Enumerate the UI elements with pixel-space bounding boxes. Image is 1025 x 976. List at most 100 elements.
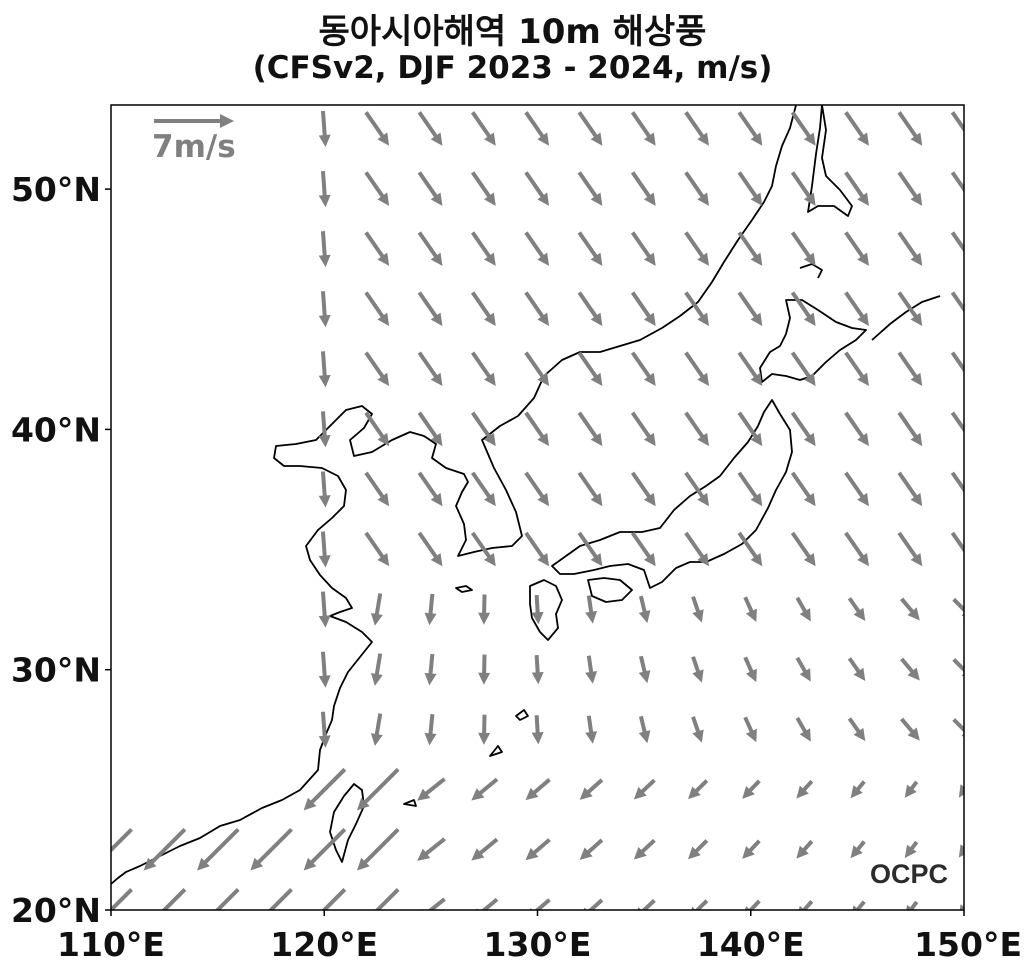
wind-arrow: [847, 657, 866, 682]
wind-arrow: [524, 111, 550, 146]
wind-arrow: [630, 111, 656, 146]
wind-arrow: [318, 291, 331, 328]
wind-arrow: [630, 351, 656, 387]
wind-arrow: [630, 471, 656, 507]
wind-arrow: [790, 291, 816, 326]
wind-arrow: [364, 531, 390, 567]
wind-arrow: [470, 231, 496, 266]
x-tick-label: 150°E: [914, 925, 1022, 964]
wind-arrow: [470, 531, 496, 567]
wind-arrow: [524, 471, 550, 507]
wind-arrow: [370, 593, 383, 626]
wind-arrow: [470, 291, 496, 326]
wind-arrow: [630, 411, 656, 447]
wind-arrow: [417, 777, 446, 801]
wind-arrow: [847, 717, 866, 742]
wind-arrow: [684, 411, 710, 447]
wind-arrow: [742, 839, 761, 859]
chart-title: 동아시아해역 10m 해상풍: [318, 12, 707, 52]
hokkaido-coast: [759, 299, 867, 383]
wind-arrow: [737, 111, 763, 146]
sakhalin-coast: [807, 105, 853, 217]
x-tick-label: 140°E: [697, 925, 805, 964]
wind-arrow: [638, 655, 651, 684]
wind-arrow: [897, 171, 923, 206]
wind-arrow: [737, 231, 763, 266]
wind-arrow: [743, 596, 757, 623]
wind-arrow: [318, 711, 331, 748]
wind-arrow: [470, 411, 496, 447]
wind-arrow: [318, 231, 331, 268]
wind-arrow: [790, 411, 816, 447]
wind-arrow: [691, 899, 709, 910]
wind-arrow: [904, 780, 919, 798]
jeju-coast: [455, 585, 473, 593]
wind-arrow: [364, 291, 390, 326]
wind-arrow: [524, 351, 550, 387]
wind-arrow: [577, 411, 603, 447]
wind-arrow: [478, 714, 491, 745]
wind-arrow: [531, 594, 544, 625]
wind-arrow: [630, 231, 656, 266]
wind-arrow: [577, 531, 603, 567]
wind-arrow: [796, 779, 814, 799]
wind-arrow: [844, 471, 869, 507]
wind-arrow: [795, 716, 811, 742]
reference-arrowhead: [220, 114, 234, 128]
wind-arrow: [737, 291, 763, 326]
wind-arrow: [900, 597, 920, 621]
wind-arrow: [318, 651, 331, 688]
y-tick-label: 50°N: [11, 170, 101, 209]
wind-arrow: [374, 888, 400, 910]
wind-arrow: [417, 411, 443, 447]
wind-arrow: [790, 111, 816, 146]
wind-arrow: [525, 838, 551, 861]
wind-arrow: [633, 778, 656, 800]
wind-arrow: [897, 291, 923, 326]
ryukyu-island-2: [489, 745, 503, 757]
wind-arrow: [470, 351, 496, 387]
wind-arrow: [424, 713, 437, 746]
wind-arrow: [417, 837, 446, 861]
wind-arrow: [795, 596, 811, 622]
wind-arrow: [790, 351, 816, 387]
wind-arrow: [531, 655, 544, 685]
wind-arrow: [424, 593, 437, 626]
wind-arrow: [424, 653, 437, 686]
x-tick-label: 110°E: [57, 925, 165, 964]
reference-vector-key: 7m/s: [152, 114, 236, 165]
wind-arrow: [897, 111, 923, 146]
wind-arrow: [684, 231, 710, 266]
wind-arrow: [900, 717, 920, 741]
wind-arrow: [958, 784, 964, 798]
wind-arrow: [417, 171, 443, 206]
kyushu-coast: [529, 579, 563, 641]
wind-arrow: [250, 827, 293, 871]
wind-arrow: [844, 291, 869, 326]
wind-arrow: [684, 171, 710, 206]
x-axis: 110°E 120°E 130°E 140°E 150°E: [57, 910, 1022, 964]
wind-arrow: [897, 231, 923, 266]
wind-arrow: [364, 351, 390, 387]
reference-vector-label: 7m/s: [152, 129, 236, 165]
wind-arrow: [585, 595, 598, 624]
x-tick-label: 130°E: [484, 925, 592, 964]
wind-arrow: [417, 531, 443, 567]
ryukyu-island-3: [403, 799, 417, 807]
wind-arrow: [470, 171, 496, 206]
wind-arrow: [478, 594, 491, 625]
wind-arrow: [417, 291, 443, 326]
wind-arrow: [630, 291, 656, 326]
wind-arrow: [844, 411, 869, 447]
y-tick-label: 30°N: [11, 651, 101, 690]
wind-arrow: [691, 656, 704, 683]
wind-arrow: [796, 839, 814, 859]
wind-arrow: [897, 411, 923, 447]
wind-arrow: [850, 840, 866, 859]
wind-arrow: [633, 838, 656, 860]
wind-arrow: [356, 767, 400, 811]
wind-arrow: [850, 780, 866, 799]
wind-arrow: [904, 840, 919, 858]
wind-arrow: [364, 411, 390, 447]
wind-arrow: [268, 888, 293, 910]
